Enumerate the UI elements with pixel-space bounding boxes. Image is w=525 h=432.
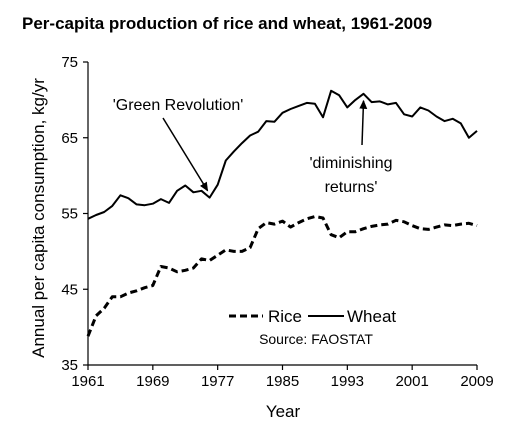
- legend: Rice Wheat Source: FAOSTAT: [229, 307, 396, 347]
- series-line-wheat: [87, 89, 478, 220]
- y-tick-label: 35: [61, 357, 78, 374]
- x-tick-label: 1993: [331, 373, 364, 390]
- annotations: 'Green Revolution' 'diminishing returns': [113, 97, 393, 196]
- y-tick-label: 65: [61, 130, 78, 147]
- y-tick-label: 55: [61, 206, 78, 223]
- series-line-rice: [86, 215, 478, 337]
- y-axis-title: Annual per capita consumption, kg/yr: [29, 78, 48, 358]
- source-note: Source: FAOSTAT: [259, 331, 373, 347]
- annotation-arrow: [162, 117, 209, 192]
- x-tick-label: 2009: [460, 373, 493, 390]
- annotation-arrow: [359, 99, 368, 146]
- legend-label-wheat: Wheat: [347, 307, 396, 326]
- x-tick-label: 1985: [266, 373, 299, 390]
- y-tick-label: 45: [61, 281, 78, 298]
- chart-title: Per-capita production of rice and wheat,…: [22, 14, 433, 33]
- annotation-diminishing-returns: 'diminishing: [309, 155, 392, 172]
- x-tick-label: 1969: [136, 373, 169, 390]
- x-axis-title: Year: [266, 402, 301, 421]
- x-tick-label: 1977: [201, 373, 234, 390]
- legend-label-rice: Rice: [268, 307, 302, 326]
- y-tick-label: 75: [61, 54, 78, 71]
- x-tick-label: 2001: [395, 373, 428, 390]
- series-group: [86, 89, 478, 337]
- annotation-green-revolution: 'Green Revolution': [113, 97, 244, 114]
- x-tick-label: 1961: [71, 373, 104, 390]
- axes: 35 45 55 65 75 1961 1969 1977 1985 1993 2001 2009: [61, 54, 493, 390]
- annotation-diminishing-returns: returns': [325, 179, 378, 196]
